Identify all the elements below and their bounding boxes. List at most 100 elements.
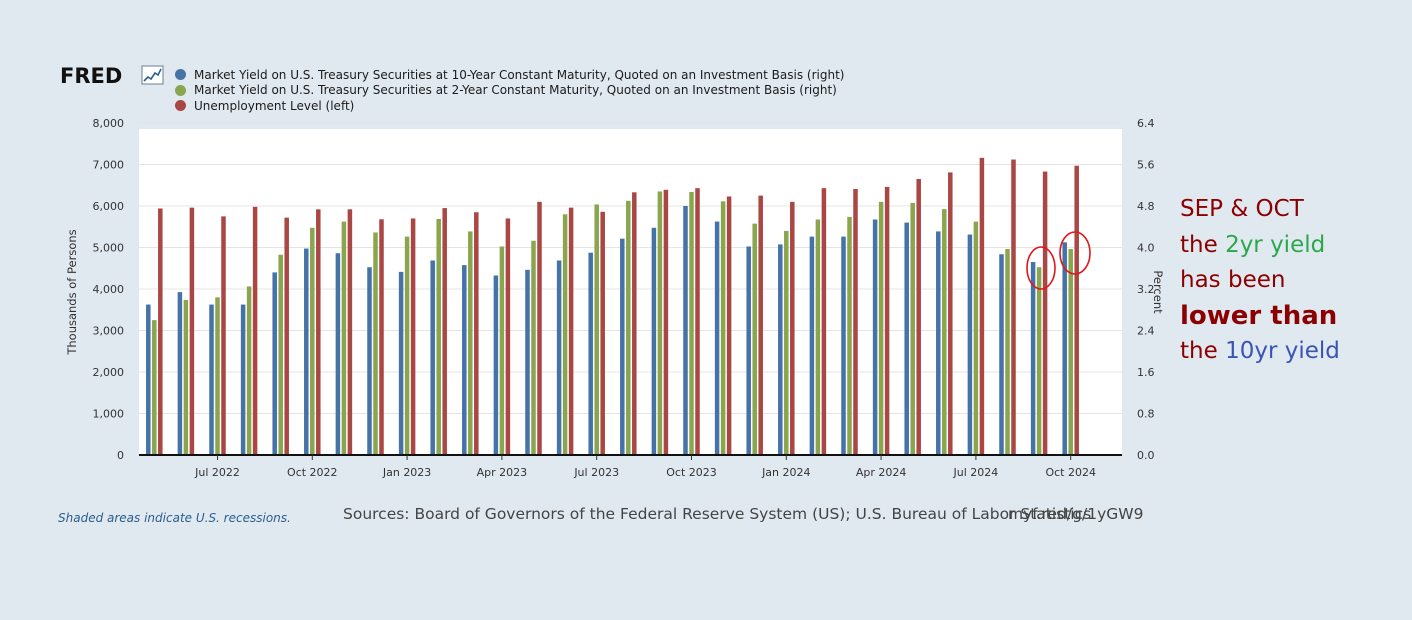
bar-2yr-yield bbox=[878, 201, 884, 455]
x-tick-label: Oct 2024 bbox=[1045, 466, 1096, 479]
bar-2yr-yield bbox=[341, 221, 347, 455]
legend-item-2yr: Market Yield on U.S. Treasury Securities… bbox=[175, 83, 844, 99]
bar-10yr-yield bbox=[462, 265, 467, 455]
y-left-tick-label: 3,000 bbox=[93, 325, 125, 338]
bar-unemployment bbox=[695, 188, 700, 455]
bar-10yr-yield bbox=[967, 234, 973, 455]
annotation-line-2-prefix: the bbox=[1180, 231, 1226, 258]
y-axis-right-label: Percent bbox=[1151, 270, 1165, 314]
short-url[interactable]: myf.red/g/1yGW9 bbox=[1008, 505, 1144, 523]
fred-wordmark: FRED bbox=[60, 64, 122, 88]
bar-2yr-yield bbox=[246, 286, 252, 455]
bar-10yr-yield bbox=[904, 222, 909, 455]
annotation-line-3: has been bbox=[1180, 267, 1286, 293]
bar-10yr-yield bbox=[714, 221, 720, 455]
annotation-line-2: the 2yr yield bbox=[1180, 228, 1340, 264]
bar-10yr-yield bbox=[1062, 242, 1067, 455]
bar-10yr-yield bbox=[1030, 262, 1036, 455]
annotation-2yr-yield: 2yr yield bbox=[1225, 231, 1326, 258]
bar-unemployment bbox=[663, 189, 669, 455]
x-tick-label: Jul 2022 bbox=[194, 466, 240, 479]
highlight-circle-sep bbox=[1026, 246, 1056, 290]
bar-10yr-yield bbox=[999, 254, 1004, 455]
bar-2yr-yield bbox=[1068, 249, 1073, 455]
y-right-tick-label: 1.6 bbox=[1137, 366, 1155, 379]
bar-10yr-yield bbox=[872, 219, 878, 455]
fred-logo[interactable]: FRED bbox=[60, 64, 170, 92]
bar-unemployment bbox=[853, 188, 858, 456]
y-axis-right-ticks: 0.0 0.8 1.6 2.4 3.2 4.0 4.8 5.6 6.4 bbox=[1137, 117, 1155, 462]
y-left-tick-label: 8,000 bbox=[93, 117, 125, 130]
bar-unemployment bbox=[790, 201, 795, 455]
bar-10yr-yield bbox=[841, 236, 846, 455]
bar-2yr-yield bbox=[215, 297, 220, 455]
y-right-tick-label: 2.4 bbox=[1137, 325, 1155, 338]
bar-10yr-yield bbox=[304, 248, 309, 455]
bar-unemployment bbox=[474, 212, 479, 455]
y-right-tick-label: 6.4 bbox=[1137, 117, 1155, 130]
bar-unemployment bbox=[1074, 165, 1079, 455]
legend-label-unemployment: Unemployment Level (left) bbox=[194, 98, 355, 113]
bar-unemployment bbox=[284, 217, 289, 455]
bar-unemployment bbox=[632, 192, 637, 455]
bar-unemployment bbox=[884, 186, 890, 455]
x-tick-label: Jul 2024 bbox=[953, 466, 999, 479]
bar-unemployment bbox=[948, 172, 953, 455]
y-right-tick-label: 4.8 bbox=[1137, 200, 1155, 213]
bar-unemployment bbox=[821, 188, 827, 455]
bar-unemployment bbox=[189, 207, 195, 455]
y-axis-left-ticks: 0 1,000 2,000 3,000 4,000 5,000 6,000 7,000 8,00… bbox=[93, 117, 125, 462]
bar-10yr-yield bbox=[651, 227, 657, 455]
bar-2yr-yield bbox=[373, 232, 378, 455]
bar-unemployment bbox=[221, 216, 226, 456]
bar-unemployment bbox=[726, 196, 732, 455]
bar-10yr-yield bbox=[746, 246, 751, 455]
bar-unemployment bbox=[442, 208, 447, 455]
x-tick-label: Oct 2023 bbox=[666, 466, 717, 479]
y-left-tick-label: 5,000 bbox=[93, 242, 125, 255]
bar-10yr-yield bbox=[146, 304, 151, 455]
bar-2yr-yield bbox=[626, 200, 631, 455]
y-left-tick-label: 1,000 bbox=[93, 408, 125, 421]
bar-10yr-yield bbox=[493, 275, 499, 455]
bar-2yr-yield bbox=[657, 191, 663, 456]
bar-unemployment bbox=[758, 195, 763, 456]
fred-logo-graphic: FRED bbox=[60, 64, 164, 88]
bar-unemployment bbox=[316, 209, 321, 455]
y-right-tick-label: 5.6 bbox=[1137, 159, 1155, 172]
bar-10yr-yield bbox=[209, 304, 214, 455]
bar-2yr-yield bbox=[594, 204, 599, 455]
bar-10yr-yield bbox=[430, 260, 435, 455]
bar-2yr-yield bbox=[310, 227, 315, 455]
bar-2yr-yield bbox=[278, 254, 283, 455]
bar-10yr-yield bbox=[335, 253, 341, 455]
bar-2yr-yield bbox=[531, 240, 536, 455]
bar-2yr-yield bbox=[183, 299, 189, 455]
bar-10yr-yield bbox=[272, 272, 277, 455]
annotation-10yr-yield: 10yr yield bbox=[1225, 338, 1340, 364]
y-left-tick-label: 4,000 bbox=[93, 283, 125, 296]
bar-10yr-yield bbox=[240, 304, 246, 455]
bar-unemployment bbox=[537, 201, 542, 455]
y-right-tick-label: 4.0 bbox=[1137, 242, 1155, 255]
chart: 0 1,000 2,000 3,000 4,000 5,000 6,000 7,000 8,00… bbox=[65, 117, 1165, 479]
bar-unemployment bbox=[600, 211, 605, 455]
x-tick-label: Oct 2022 bbox=[287, 466, 338, 479]
y-left-tick-label: 2,000 bbox=[93, 366, 125, 379]
bar-2yr-yield bbox=[152, 320, 157, 456]
highlight-circle-oct bbox=[1059, 231, 1091, 275]
bar-2yr-yield bbox=[752, 223, 757, 455]
y-right-tick-label: 0.0 bbox=[1137, 449, 1155, 462]
bar-10yr-yield bbox=[177, 292, 183, 455]
bar-10yr-yield bbox=[809, 236, 815, 455]
bar-10yr-yield bbox=[778, 244, 783, 455]
x-tick-label: Apr 2023 bbox=[477, 466, 528, 479]
annotation-line-5: the 10yr yield bbox=[1180, 334, 1340, 370]
bar-10yr-yield bbox=[556, 260, 562, 455]
bar-2yr-yield bbox=[499, 246, 505, 455]
bar-unemployment bbox=[916, 179, 921, 455]
bar-2yr-yield bbox=[468, 231, 473, 455]
legend-label-2yr: Market Yield on U.S. Treasury Securities… bbox=[194, 83, 837, 98]
annotation-line-4: lower than bbox=[1180, 300, 1338, 331]
bar-10yr-yield bbox=[620, 238, 625, 455]
